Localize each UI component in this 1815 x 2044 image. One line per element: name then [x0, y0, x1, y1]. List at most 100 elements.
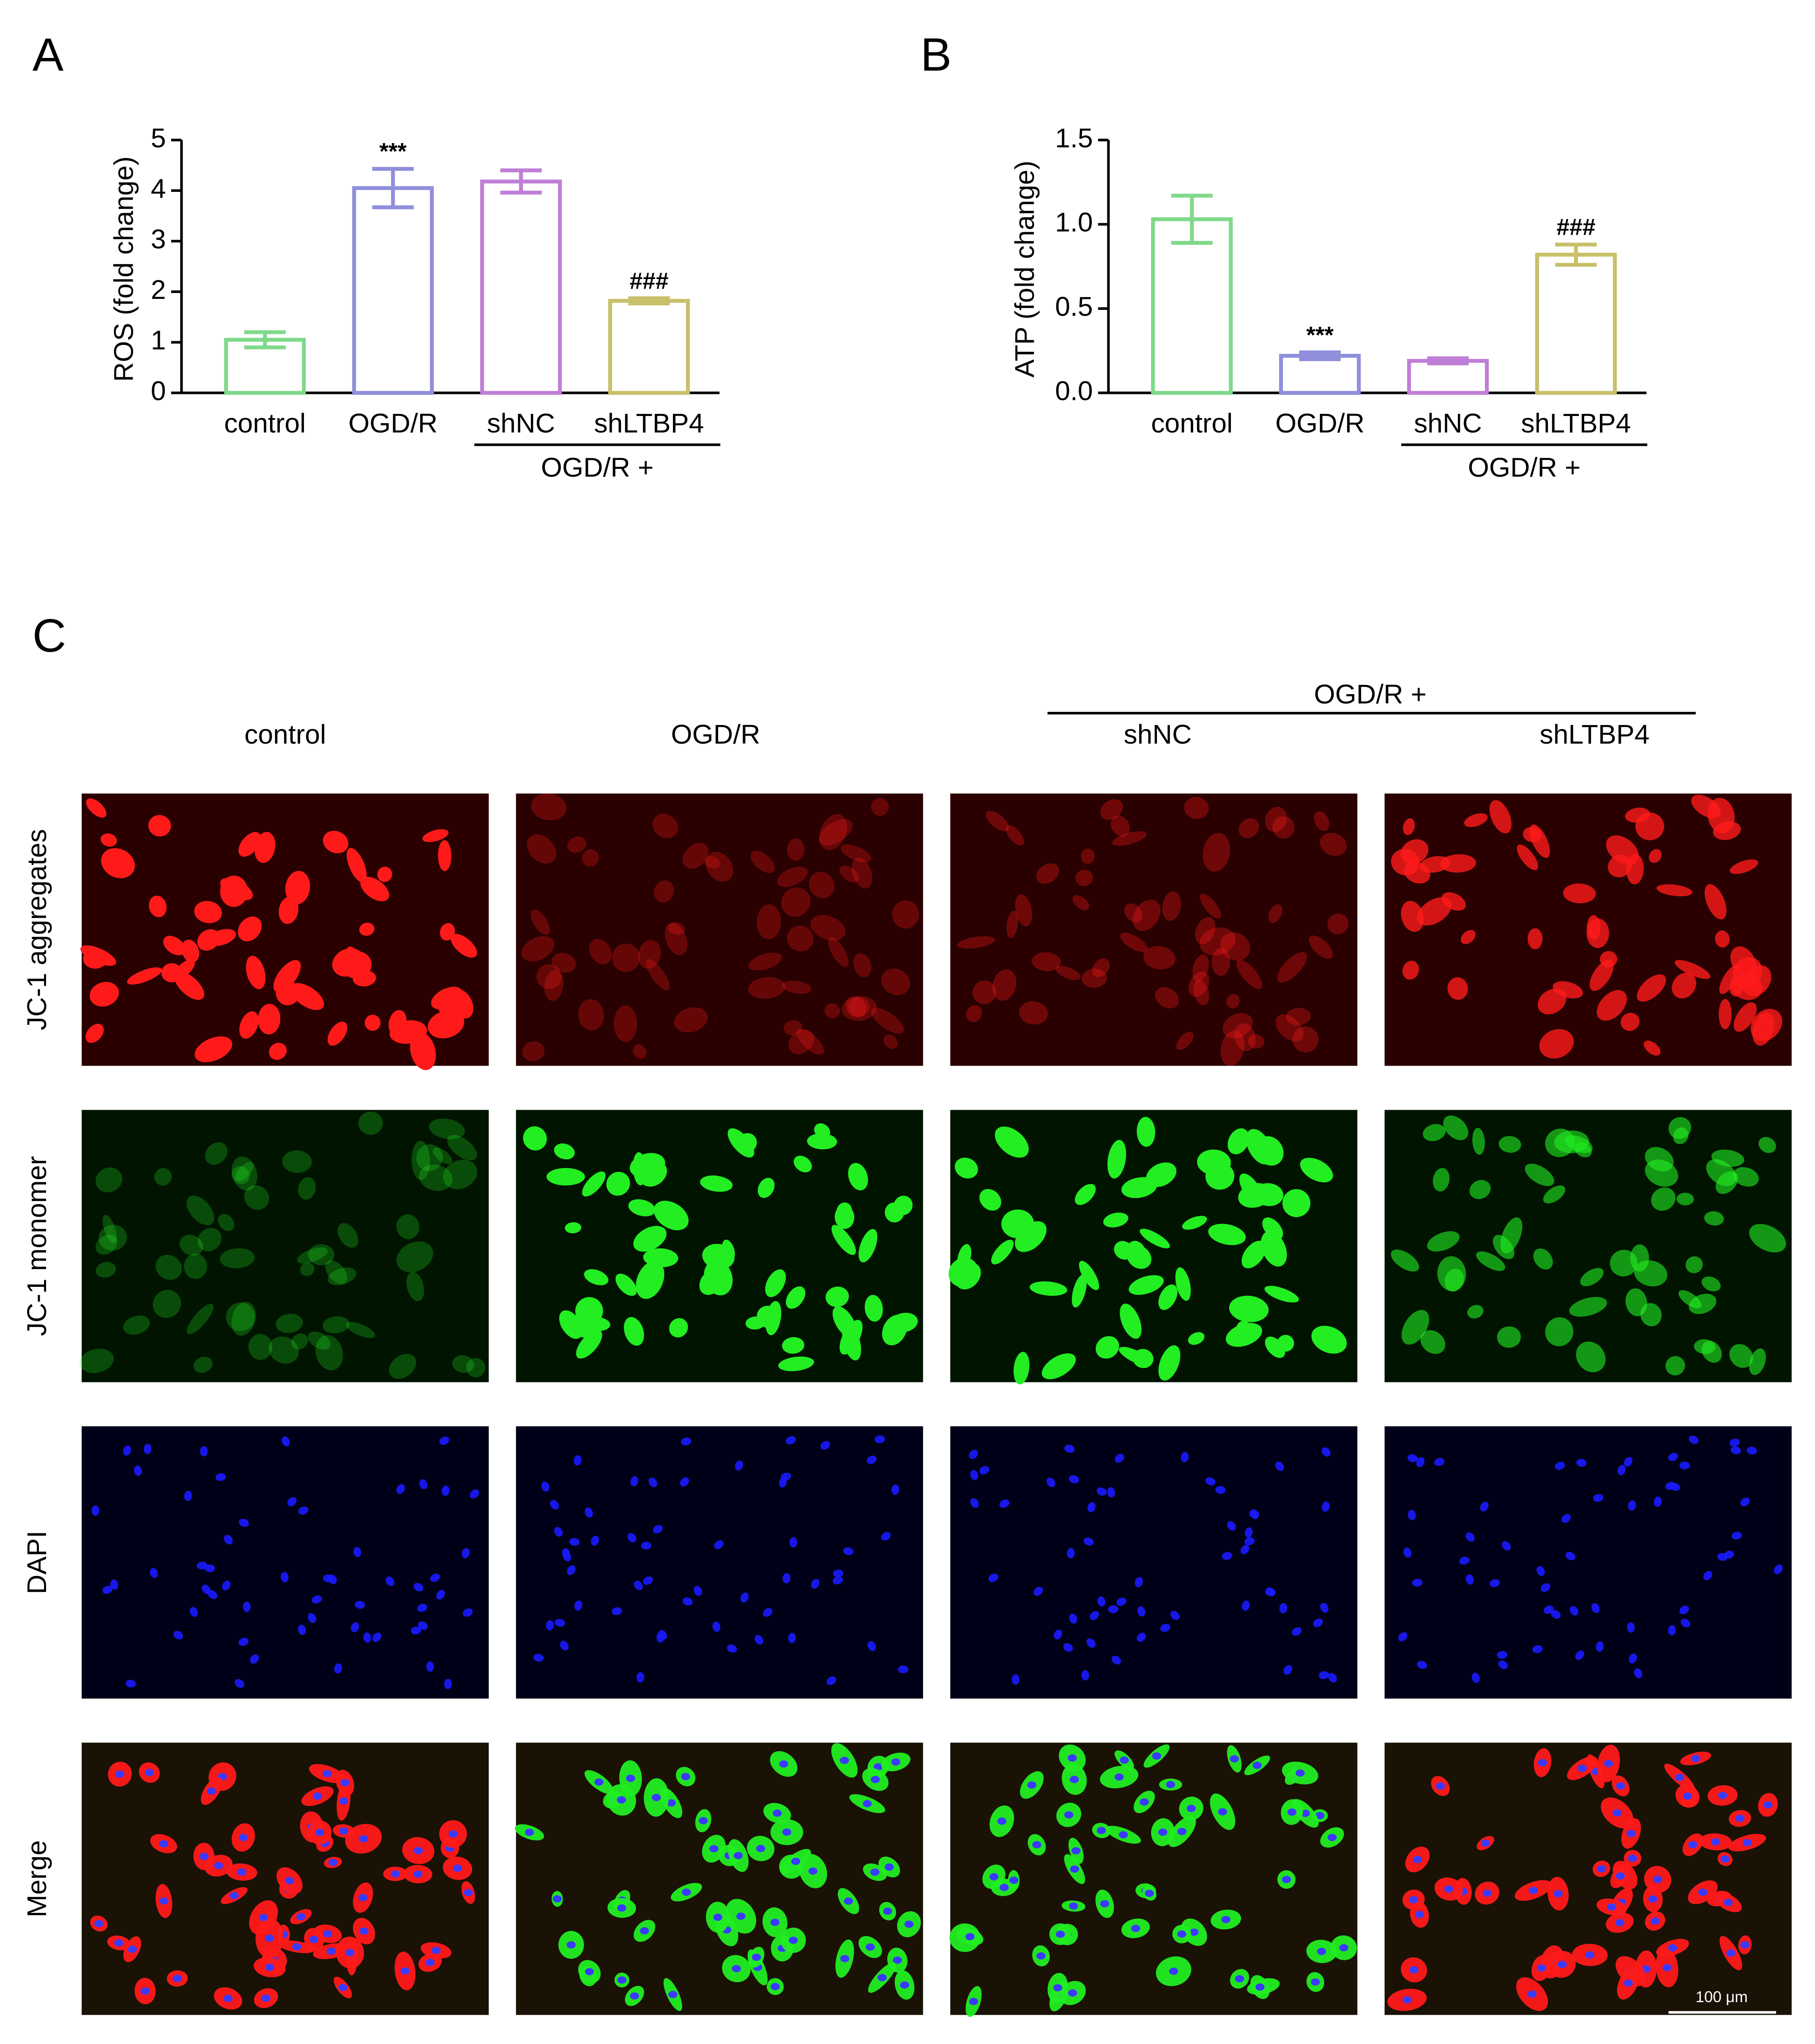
bar: [1535, 252, 1617, 395]
cell: [1719, 964, 1740, 994]
cell: [396, 1214, 420, 1240]
image-background: [516, 1743, 923, 2015]
cell: [1143, 946, 1175, 970]
cell: [531, 793, 567, 821]
cell: [1311, 1326, 1347, 1354]
cell: [422, 829, 449, 842]
cell: [995, 1126, 1029, 1158]
cell: [1402, 960, 1419, 980]
bar: [480, 179, 562, 395]
nucleus: [1723, 1899, 1733, 1906]
cell: [875, 1435, 885, 1443]
cell: [315, 1335, 343, 1371]
cell: [173, 1631, 183, 1640]
cell: [530, 909, 550, 935]
cell: [682, 843, 709, 869]
cell: [1729, 1439, 1740, 1447]
cell: [220, 1248, 255, 1269]
cell: [226, 1302, 255, 1332]
cell: [1112, 831, 1147, 846]
cell: [346, 1322, 375, 1338]
column-label: OGD/R: [671, 719, 760, 750]
cell: [154, 1168, 172, 1186]
cell: [636, 1672, 645, 1683]
cell: [396, 1484, 405, 1494]
cell: [430, 1573, 440, 1582]
cell: [1175, 1267, 1191, 1301]
cell: [550, 1500, 559, 1510]
nucleus: [651, 1794, 661, 1801]
cell: [1654, 1497, 1662, 1507]
cell: [86, 798, 107, 818]
cell: [682, 1597, 693, 1606]
cell: [757, 904, 781, 939]
cell: [413, 1583, 424, 1592]
cell: [1119, 1347, 1151, 1365]
cell: [389, 1354, 416, 1379]
column-label: shNC: [1123, 719, 1192, 750]
cell: [1055, 966, 1081, 980]
cell: [1711, 1149, 1744, 1167]
nucleus: [1036, 1952, 1046, 1960]
nucleus: [874, 1763, 883, 1770]
panel-label: A: [33, 29, 64, 81]
nucleus: [1069, 1776, 1079, 1783]
cell: [243, 1601, 251, 1612]
cell: [1006, 825, 1024, 846]
cell: [238, 916, 262, 941]
nucleus: [808, 1867, 818, 1875]
group-label: OGD/R +: [1314, 679, 1427, 709]
cell: [254, 832, 276, 863]
cell: [1569, 1297, 1607, 1317]
cell: [1517, 844, 1538, 870]
cell: [1155, 987, 1179, 1009]
cell: [101, 848, 135, 878]
cell: [574, 1455, 582, 1466]
nucleus: [770, 1918, 780, 1926]
cell: [614, 1005, 637, 1042]
cell: [1733, 1002, 1757, 1032]
cell: [957, 936, 995, 949]
nucleus: [1255, 1983, 1265, 1991]
cell: [1627, 1622, 1635, 1633]
nucleus: [1070, 1865, 1080, 1873]
cell: [193, 1357, 213, 1373]
nucleus: [1053, 1984, 1063, 1992]
nucleus: [594, 1778, 604, 1786]
cell: [1555, 1461, 1565, 1470]
cell: [1279, 1603, 1287, 1614]
cell: [1072, 1274, 1087, 1308]
error-bar: [1555, 242, 1597, 267]
cell: [1170, 1611, 1180, 1620]
cell: [680, 1477, 689, 1487]
nucleus: [871, 1776, 880, 1783]
nucleus: [214, 1862, 223, 1869]
cell: [871, 1007, 904, 1034]
cell: [1749, 1224, 1786, 1253]
cell: [681, 1437, 692, 1446]
nucleus: [885, 1863, 894, 1871]
cell: [444, 1678, 452, 1689]
nucleus: [413, 1847, 423, 1855]
cell: [748, 952, 782, 971]
cell: [1229, 1295, 1269, 1322]
cell: [1525, 1163, 1554, 1186]
nucleus: [237, 1868, 246, 1876]
nucleus: [891, 1758, 901, 1766]
cell: [1236, 1321, 1254, 1344]
error-bar: [1299, 350, 1341, 361]
cell: [582, 1171, 606, 1197]
nucleus: [866, 1943, 875, 1951]
cell: [988, 1573, 998, 1582]
cell: [1398, 1632, 1408, 1642]
cell: [892, 900, 919, 929]
cell: [1403, 1547, 1412, 1558]
cell: [778, 1356, 814, 1371]
cell: [372, 1632, 382, 1642]
nucleus: [1711, 1838, 1720, 1846]
error-bar: [1427, 356, 1469, 366]
x-tick-label: OGD/R: [348, 408, 437, 438]
cell: [1758, 1137, 1776, 1153]
nucleus: [1327, 1833, 1337, 1841]
cell: [1668, 1117, 1691, 1139]
